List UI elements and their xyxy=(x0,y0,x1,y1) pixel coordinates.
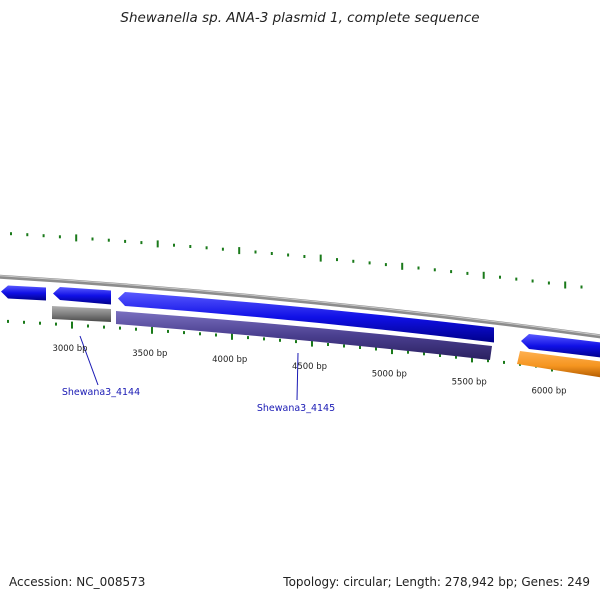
scale-labels: 3000 bp 3500 bp 4000 bp 4500 bp 5000 bp 5500 … xyxy=(52,344,566,397)
sequence-backbone-highlight xyxy=(0,275,600,336)
scale-label: 5000 bp xyxy=(372,369,407,379)
gene-arrow-forward-1[interactable] xyxy=(1,285,46,301)
scale-label: 4500 bp xyxy=(292,362,327,372)
gene-label-leader-2 xyxy=(296,352,299,401)
scale-label: 6000 bp xyxy=(531,387,566,397)
gene-block-grey[interactable] xyxy=(52,306,111,322)
scale-label: 3500 bp xyxy=(132,349,167,359)
gene-label[interactable]: Shewana3_4145 xyxy=(257,403,335,414)
scale-label: 3000 bp xyxy=(52,344,87,354)
scale-label: 5500 bp xyxy=(452,378,487,388)
gene-labels: Shewana3_4144 Shewana3_4145 xyxy=(62,387,335,414)
sequence-summary: Topology: circular; Length: 278,942 bp; … xyxy=(283,575,590,589)
gene-label[interactable]: Shewana3_4144 xyxy=(62,387,140,398)
accession-label: Accession: NC_008573 xyxy=(9,575,146,589)
scale-label: 4000 bp xyxy=(212,355,247,365)
gene-block-reverse[interactable] xyxy=(116,311,492,360)
sequence-backbone xyxy=(0,274,600,339)
outer-tick-row xyxy=(10,232,583,289)
map-title: Shewanella sp. ANA-3 plasmid 1, complete… xyxy=(120,10,480,26)
gene-label-leader-1 xyxy=(79,335,99,386)
gene-block-orange[interactable] xyxy=(517,351,600,378)
gene-arrow-forward-3[interactable] xyxy=(118,292,494,343)
gene-arrow-forward-4[interactable] xyxy=(521,334,600,358)
gene-arrow-forward-2[interactable] xyxy=(53,287,111,305)
